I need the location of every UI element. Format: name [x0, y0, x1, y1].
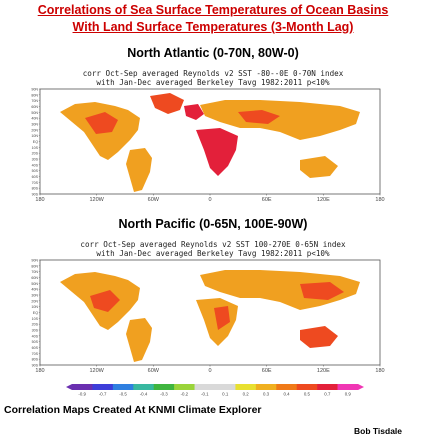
colorbar-swatch [112, 384, 134, 390]
lat-tick-label: 40N [31, 117, 38, 121]
lon-tick-label: 180 [375, 368, 384, 374]
colorbar-swatch [317, 384, 338, 390]
lat-tick-label: 50N [31, 111, 38, 115]
colorbar-swatch [153, 384, 175, 390]
lat-tick-label: 10N [31, 134, 38, 138]
main-title-line2: With Land Surface Temperatures (3-Month … [72, 20, 354, 34]
lat-tick-label: 90N [31, 259, 38, 263]
colorbar-label: 0.7 [324, 392, 331, 397]
colorbar-label: 0.5 [304, 392, 311, 397]
colorbar-label: -0.3 [160, 392, 168, 397]
colorbar-arrow-low [66, 384, 72, 390]
lat-tick-label: 30S [32, 158, 39, 162]
map-north-pacific [39, 259, 381, 366]
lat-tick-label: 50S [32, 340, 39, 344]
lat-tick-label: 10S [32, 317, 39, 321]
lat-tick-label: 50N [31, 282, 38, 286]
colorbar-swatch [235, 384, 257, 390]
colorbar-swatch [337, 384, 359, 390]
lat-tick-label: 60S [32, 346, 39, 350]
colorbar-label: -0.4 [140, 392, 148, 397]
lat-tick-label: 30S [32, 329, 39, 333]
panel-subtitle-north-pacific-2: with Jan-Dec averaged Berkeley Tavg 1982… [96, 249, 330, 258]
lon-tick-label: 60W [148, 197, 160, 203]
colorbar-label: 0.9 [345, 392, 352, 397]
lat-tick-label: 40N [31, 288, 38, 292]
lat-tick-label: EQ [33, 140, 38, 144]
lat-tick-label: EQ [33, 311, 38, 315]
colorbar-label: -0.1 [201, 392, 209, 397]
lon-tick-label: 180 [375, 197, 384, 203]
lon-tick-label: 0 [208, 197, 211, 203]
lon-tick-label: 120E [317, 368, 330, 374]
lon-tick-label: 180 [35, 368, 44, 374]
colorbar-label: -0.9 [78, 392, 86, 397]
lat-tick-label: 30N [31, 294, 38, 298]
lon-tick-label: 120W [89, 368, 104, 374]
footer-credit: Correlation Maps Created At KNMI Climate… [4, 404, 262, 416]
lat-tick-label: 70S [32, 352, 39, 356]
panel-heading-north-atlantic: North Atlantic (0-70N, 80W-0) [127, 46, 299, 60]
lat-tick-label: 70N [31, 270, 38, 274]
lat-tick-label: 10S [32, 146, 39, 150]
lat-tick-label: 80S [32, 187, 39, 191]
colorbar-swatch [255, 384, 277, 390]
lon-tick-label: 60E [262, 368, 272, 374]
lat-tick-label: 30N [31, 123, 38, 127]
lat-tick-label: 80N [31, 93, 38, 97]
lat-tick-label: 90S [32, 193, 39, 197]
colorbar-swatch [296, 384, 318, 390]
panel-subtitle-north-atlantic-1: corr Oct-Sep averaged Reynolds v2 SST -8… [82, 69, 344, 78]
colorbar-label: -0.2 [181, 392, 189, 397]
colorbar-swatch [133, 384, 155, 390]
panel-heading-north-pacific: North Pacific (0-65N, 100E-90W) [118, 217, 308, 231]
colorbar-swatch [276, 384, 298, 390]
lat-tick-label: 20N [31, 128, 38, 132]
lat-tick-label: 40S [32, 163, 39, 167]
lat-tick-label: 60N [31, 276, 38, 280]
main-title-line1: Correlations of Sea Surface Temperatures… [37, 3, 389, 17]
colorbar-label: 0.4 [283, 392, 290, 397]
colorbar-arrow-high [358, 384, 364, 390]
lon-tick-label: 0 [208, 368, 211, 374]
lat-tick-label: 70S [32, 181, 39, 185]
lat-tick-label: 60N [31, 105, 38, 109]
lat-tick-label: 20S [32, 323, 39, 327]
panel-subtitle-north-atlantic-2: with Jan-Dec averaged Berkeley Tavg 1982… [96, 78, 330, 87]
lon-tick-label: 60W [148, 368, 160, 374]
lat-tick-label: 80N [31, 264, 38, 268]
lat-tick-label: 20S [32, 152, 39, 156]
colorbar-swatch [215, 384, 236, 390]
lon-tick-label: 120W [89, 197, 104, 203]
footer-author: Bob Tisdale [354, 426, 403, 436]
lat-tick-label: 10N [31, 305, 38, 309]
lat-tick-label: 40S [32, 334, 39, 338]
lat-tick-label: 70N [31, 99, 38, 103]
colorbar-swatch [92, 384, 114, 390]
correlation-colorbar: -0.9 -0.7 -0.5 -0.4 -0.3 -0.2 -0.1 0.1 0.2 0.3 0.4… [66, 384, 364, 397]
lon-tick-label: 60E [262, 197, 272, 203]
colorbar-swatch [174, 384, 195, 390]
colorbar-swatch [72, 384, 93, 390]
panel-subtitle-north-pacific-1: corr Oct-Sep averaged Reynolds v2 SST 10… [80, 240, 346, 249]
lat-tick-label: 20N [31, 299, 38, 303]
lon-tick-label: 120E [317, 197, 330, 203]
lon-tick-label: 180 [35, 197, 44, 203]
lat-tick-label: 90S [32, 364, 39, 368]
lat-tick-label: 90N [31, 88, 38, 92]
colorbar-swatch [194, 384, 216, 390]
colorbar-label: 0.1 [222, 392, 229, 397]
lat-tick-label: 60S [32, 175, 39, 179]
lat-tick-label: 50S [32, 169, 39, 173]
lat-tick-label: 80S [32, 358, 39, 362]
colorbar-label: -0.7 [99, 392, 107, 397]
map-north-atlantic [39, 88, 381, 195]
colorbar-label: -0.5 [119, 392, 127, 397]
colorbar-label: 0.2 [243, 392, 250, 397]
colorbar-label: 0.3 [263, 392, 270, 397]
